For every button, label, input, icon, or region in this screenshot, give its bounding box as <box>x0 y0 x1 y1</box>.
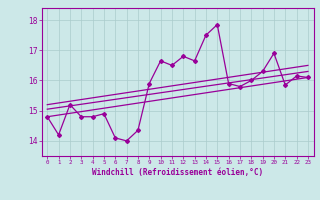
X-axis label: Windchill (Refroidissement éolien,°C): Windchill (Refroidissement éolien,°C) <box>92 168 263 177</box>
